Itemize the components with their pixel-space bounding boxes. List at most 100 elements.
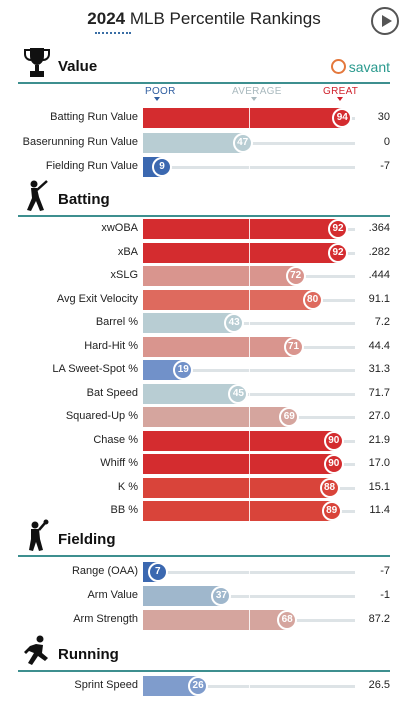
- percentile-badge: 7: [147, 562, 168, 582]
- section-label: Running: [58, 646, 119, 663]
- percentile-badge: 68: [277, 610, 298, 630]
- metric-row[interactable]: Arm Value 37 -1: [0, 585, 408, 607]
- percentile-badge: 71: [283, 336, 304, 357]
- percentile-bar: [143, 676, 199, 696]
- percentile-bar: [143, 610, 288, 630]
- percentile-badge: 19: [173, 360, 194, 380]
- year-selector[interactable]: 2024: [87, 9, 126, 28]
- metric-row[interactable]: Baserunning Run Value 47 0: [0, 132, 408, 154]
- scale-poor-label: POOR: [145, 86, 176, 97]
- average-marker-line: [249, 430, 250, 451]
- metric-row[interactable]: Arm Strength 68 87.2: [0, 609, 408, 631]
- fielder-icon: [29, 519, 49, 551]
- header: 2024 MLB Percentile Rankings: [0, 0, 408, 44]
- metric-label: Whiff %: [100, 457, 138, 469]
- metric-label: LA Sweet-Spot %: [52, 363, 138, 375]
- average-marker-line: [249, 289, 250, 310]
- metric-value: .282: [368, 245, 390, 258]
- average-marker-line: [249, 454, 250, 474]
- average-marker-line: [249, 266, 250, 286]
- percentile-badge: 90: [323, 454, 344, 474]
- section-header-fielding: Fielding: [0, 517, 408, 557]
- percentile-badge: 89: [321, 501, 342, 521]
- percentile-badge: 43: [224, 313, 245, 333]
- average-marker-line: [249, 313, 250, 333]
- savant-logo[interactable]: savant: [330, 59, 390, 75]
- metric-label: xSLG: [110, 269, 138, 281]
- metric-value: 26.5: [368, 679, 390, 691]
- average-marker-line: [249, 477, 250, 498]
- metric-row[interactable]: xSLG 72 .444: [0, 265, 408, 287]
- percentile-badge: 45: [228, 383, 249, 404]
- trophy-icon: [24, 48, 50, 77]
- metric-row[interactable]: K % 88 15.1: [0, 477, 408, 499]
- section-label: Batting: [58, 191, 110, 208]
- metric-value: 21.9: [368, 433, 390, 446]
- section-label: Fielding: [58, 531, 116, 548]
- average-marker-line: [249, 407, 250, 427]
- section-header-running: Running: [0, 632, 408, 672]
- metric-value: -7: [380, 565, 390, 577]
- title-text: MLB Percentile Rankings: [129, 9, 321, 28]
- percentile-badge: 92: [328, 219, 349, 239]
- percentile-bar: [143, 132, 243, 153]
- section-header-batting: Batting: [0, 177, 408, 217]
- metric-label: Avg Exit Velocity: [56, 292, 138, 305]
- metric-row[interactable]: LA Sweet-Spot % 19 31.3: [0, 359, 408, 381]
- metric-row[interactable]: Chase % 90 21.9: [0, 430, 408, 452]
- percentile-bar: [143, 360, 184, 380]
- metric-row[interactable]: Hard-Hit % 71 44.4: [0, 336, 408, 358]
- batter-icon: [27, 180, 48, 211]
- metric-row[interactable]: Batting Run Value 94 30: [0, 107, 408, 129]
- average-marker-line: [249, 562, 250, 582]
- average-marker-line: [249, 383, 250, 404]
- percentile-bar: [143, 336, 294, 357]
- metric-label: Baserunning Run Value: [22, 135, 138, 148]
- metric-value: .444: [368, 269, 390, 281]
- percentile-bar: [143, 454, 334, 474]
- metric-label: Range (OAA): [71, 565, 138, 577]
- percentile-bar: [143, 383, 239, 404]
- percentile-bar: [143, 313, 235, 333]
- section-rule: [18, 215, 390, 217]
- percentile-badge: 90: [323, 430, 344, 451]
- metric-row[interactable]: xBA 92 .282: [0, 242, 408, 264]
- scale-average-label: AVERAGE: [232, 86, 282, 97]
- percentile-bar: [143, 407, 290, 427]
- metric-value: 31.3: [368, 363, 390, 375]
- metric-row[interactable]: Range (OAA) 7 -7: [0, 561, 408, 583]
- average-marker-line: [249, 360, 250, 380]
- metric-row[interactable]: Squared-Up % 69 27.0: [0, 406, 408, 428]
- metric-value: 30: [377, 111, 390, 123]
- play-icon[interactable]: [371, 7, 399, 35]
- percentile-bar: [143, 430, 334, 451]
- metric-row[interactable]: BB % 89 11.4: [0, 500, 408, 522]
- metric-row[interactable]: Fielding Run Value 9 -7: [0, 156, 408, 178]
- metric-label: Squared-Up %: [65, 410, 138, 422]
- percentile-bar: [143, 501, 332, 521]
- metric-row[interactable]: Whiff % 90 17.0: [0, 453, 408, 475]
- percentile-badge: 37: [211, 586, 232, 606]
- metric-value: 27.0: [368, 410, 390, 422]
- metric-row[interactable]: Barrel % 43 7.2: [0, 312, 408, 334]
- percentile-badge: 80: [302, 289, 323, 310]
- average-marker-line: [249, 586, 250, 606]
- metric-label: Chase %: [93, 433, 138, 446]
- metric-row[interactable]: xwOBA 92 .364: [0, 218, 408, 240]
- percentile-bar: [143, 586, 222, 606]
- percentile-badge: 88: [319, 477, 340, 498]
- average-marker-line: [249, 336, 250, 357]
- percentile-badge: 94: [332, 108, 353, 128]
- section-rule: [18, 82, 390, 84]
- metric-row[interactable]: Bat Speed 45 71.7: [0, 383, 408, 405]
- metric-value: 0: [383, 135, 390, 148]
- metric-value: 11.4: [369, 504, 390, 516]
- savant-brand-text: savant: [348, 59, 390, 75]
- metric-row[interactable]: Sprint Speed 26 26.5: [0, 675, 408, 697]
- percentile-bar: [143, 289, 313, 310]
- metric-value: 7.2: [374, 316, 390, 328]
- savant-logo-icon: [330, 59, 346, 74]
- metric-row[interactable]: Avg Exit Velocity 80 91.1: [0, 289, 408, 311]
- metric-value: 15.1: [368, 480, 390, 493]
- percentile-badge: 69: [279, 407, 300, 427]
